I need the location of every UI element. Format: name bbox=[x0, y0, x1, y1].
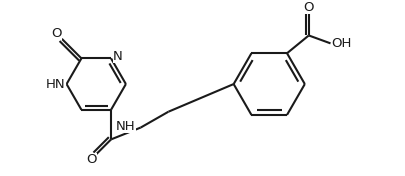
Text: HN: HN bbox=[46, 78, 65, 91]
Text: N: N bbox=[113, 50, 123, 63]
Text: O: O bbox=[51, 27, 62, 40]
Text: OH: OH bbox=[330, 37, 351, 50]
Text: O: O bbox=[303, 1, 313, 14]
Text: O: O bbox=[86, 153, 97, 166]
Text: NH: NH bbox=[116, 120, 135, 133]
